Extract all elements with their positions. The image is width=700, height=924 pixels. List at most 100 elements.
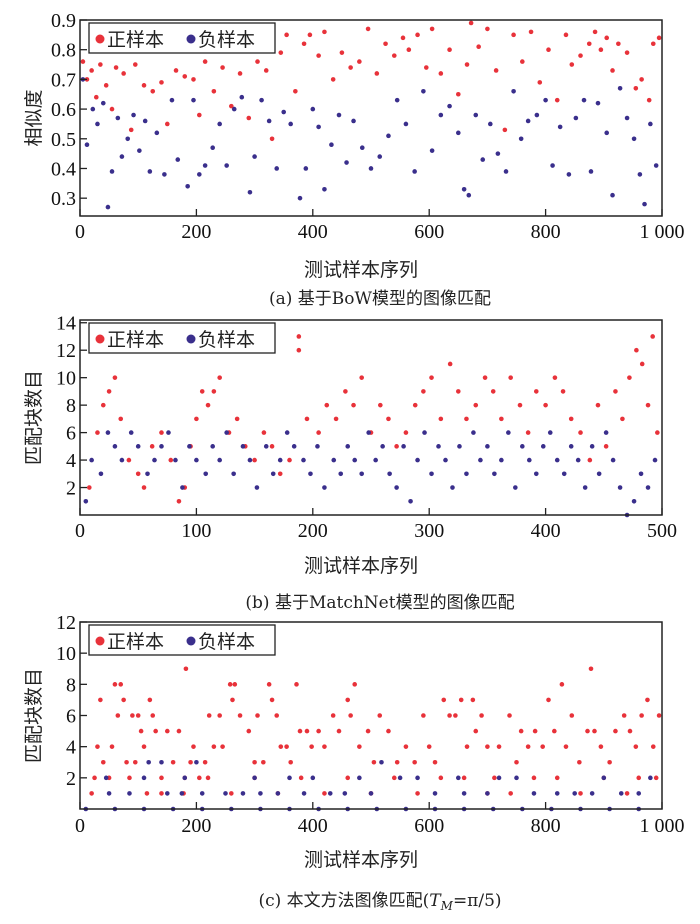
positive-point xyxy=(653,775,659,781)
chart-panel-a: 0 200 400 600 800 1 000 0.3 0.4 0.5 0.6 0.7 0.8 0.9 相… xyxy=(23,10,685,309)
negative-point xyxy=(473,112,479,118)
negative-point xyxy=(322,485,327,490)
negative-point xyxy=(377,154,383,159)
negative-point xyxy=(461,791,467,796)
negative-point xyxy=(165,791,170,796)
positive-point xyxy=(563,32,569,38)
positive-point xyxy=(543,402,548,408)
negative-point xyxy=(566,172,572,177)
positive-point xyxy=(159,775,164,781)
positive-point xyxy=(485,26,490,32)
negative-point xyxy=(95,121,100,127)
positive-point xyxy=(197,112,202,118)
positive-point xyxy=(98,62,103,67)
y-tick-label: 0.4 xyxy=(51,158,76,180)
legend-negative-marker xyxy=(186,334,196,344)
x-tick-label: 600 xyxy=(414,221,444,243)
negative-point xyxy=(310,106,316,112)
negative-point xyxy=(175,157,181,162)
negative-point xyxy=(401,444,406,449)
negative-point xyxy=(421,88,426,94)
positive-point xyxy=(464,744,470,749)
negative-point xyxy=(338,471,344,477)
positive-point xyxy=(124,759,129,765)
positive-point xyxy=(202,59,208,64)
chart-caption: (c) 本文方法图像匹配(TM=π/5) xyxy=(258,891,501,913)
positive-point xyxy=(421,389,426,394)
positive-point xyxy=(106,389,112,394)
positive-point xyxy=(426,744,432,749)
positive-point xyxy=(126,457,132,463)
positive-point xyxy=(560,389,566,394)
negative-point xyxy=(297,195,303,201)
negative-point xyxy=(316,124,321,130)
legend: 正样本 负样本 xyxy=(88,322,276,354)
negative-point xyxy=(488,121,493,127)
negative-point xyxy=(511,88,516,94)
negative-point xyxy=(495,151,501,156)
negative-point xyxy=(224,163,229,168)
positive-point xyxy=(132,62,138,67)
positive-point xyxy=(554,775,560,781)
negative-point xyxy=(557,124,563,130)
positive-point xyxy=(188,759,193,765)
negative-point xyxy=(624,115,630,121)
positive-point xyxy=(132,759,138,765)
positive-point xyxy=(650,334,655,339)
positive-point xyxy=(586,41,592,47)
negative-point xyxy=(456,775,461,781)
positive-point xyxy=(598,744,604,749)
positive-point xyxy=(138,728,144,734)
positive-point xyxy=(336,728,342,734)
negative-point xyxy=(270,471,276,477)
positive-point xyxy=(525,430,531,435)
positive-point xyxy=(438,775,444,781)
negative-point xyxy=(125,136,131,142)
positive-point xyxy=(359,375,364,380)
positive-point xyxy=(482,375,488,380)
y-tick-label: 6 xyxy=(66,706,76,728)
negative-point xyxy=(239,94,245,100)
negative-point xyxy=(231,471,236,477)
y-tick-label: 4 xyxy=(66,450,76,472)
positive-point xyxy=(284,32,289,38)
negative-point xyxy=(496,775,502,781)
positive-point xyxy=(470,697,476,703)
positive-point xyxy=(423,65,429,70)
positive-point xyxy=(577,759,582,765)
positive-point xyxy=(269,136,275,142)
x-tick-label: 400 xyxy=(298,815,328,837)
negative-point xyxy=(152,457,157,463)
positive-point xyxy=(112,682,118,687)
negative-point xyxy=(147,169,153,174)
positive-point xyxy=(508,791,513,796)
positive-point xyxy=(211,389,217,394)
positive-point xyxy=(502,127,508,133)
y-tick-label: 0.3 xyxy=(51,188,76,210)
y-tick-label: 2 xyxy=(66,768,76,790)
positive-point xyxy=(98,697,103,703)
positive-point xyxy=(468,20,474,26)
negative-point xyxy=(252,775,257,781)
negative-point xyxy=(240,791,246,796)
positive-point xyxy=(546,47,551,52)
negative-point xyxy=(499,457,504,463)
positive-point xyxy=(588,666,594,672)
x-tick-label: 0 xyxy=(75,221,85,243)
positive-point xyxy=(322,791,327,796)
positive-point xyxy=(456,389,461,394)
positive-point xyxy=(234,416,240,422)
negative-point xyxy=(166,430,171,435)
positive-point xyxy=(95,430,100,435)
y-tick-label: 0.6 xyxy=(51,99,76,121)
positive-point xyxy=(141,744,147,749)
positive-point xyxy=(421,713,426,718)
negative-point xyxy=(315,444,320,449)
negative-point xyxy=(525,118,531,124)
positive-point xyxy=(528,29,534,35)
positive-point xyxy=(496,744,502,749)
positive-point xyxy=(288,759,293,765)
negative-point xyxy=(436,444,441,449)
negative-point xyxy=(169,97,175,103)
x-tick-label: 200 xyxy=(181,815,211,837)
